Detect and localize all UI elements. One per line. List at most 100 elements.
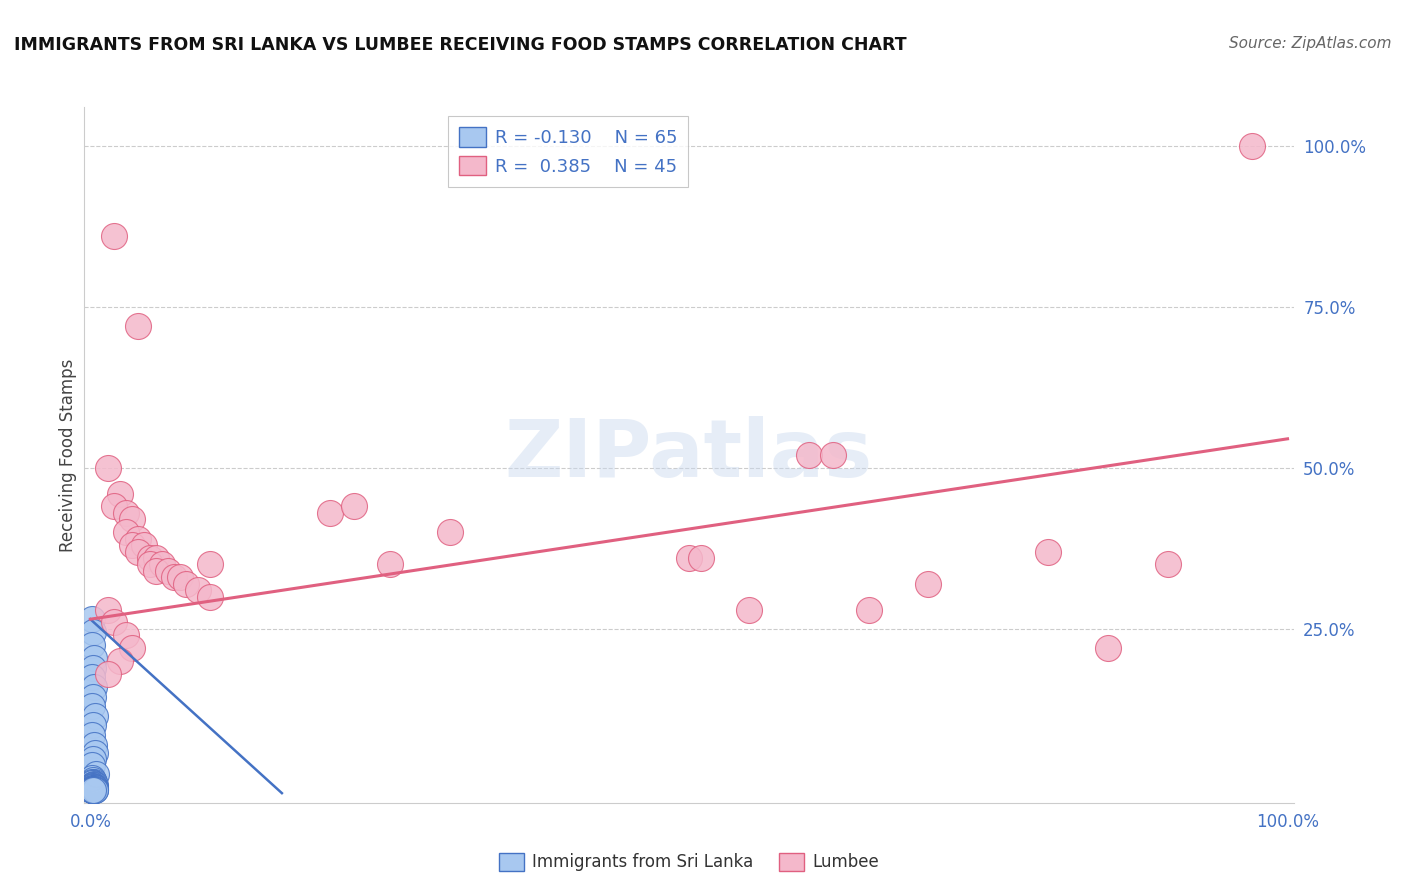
Point <box>82 783 104 797</box>
Point <box>83 781 105 796</box>
Point <box>82 625 104 640</box>
Point <box>80 779 103 793</box>
Point <box>738 602 761 616</box>
Point <box>121 538 143 552</box>
Point <box>80 783 103 797</box>
Point <box>84 782 107 797</box>
Point <box>80 783 103 797</box>
Text: ZIPatlas: ZIPatlas <box>505 416 873 494</box>
Point <box>157 564 180 578</box>
Point <box>82 718 104 732</box>
Point <box>127 532 149 546</box>
Point <box>110 486 132 500</box>
Point <box>83 783 105 797</box>
Point <box>80 780 103 795</box>
Point <box>82 783 104 797</box>
Point <box>82 780 104 795</box>
Point <box>83 783 105 797</box>
Point <box>82 783 104 797</box>
Point <box>82 778 104 793</box>
Point <box>84 708 107 723</box>
Point <box>103 228 125 243</box>
Point <box>169 570 191 584</box>
Point <box>439 525 461 540</box>
Point <box>80 670 103 684</box>
Point <box>83 780 105 795</box>
Point <box>821 448 844 462</box>
Point <box>84 783 107 797</box>
Point <box>319 506 342 520</box>
Point <box>82 780 104 795</box>
Point <box>690 551 713 566</box>
Point <box>678 551 700 566</box>
Point <box>82 782 104 797</box>
Point <box>83 774 105 789</box>
Point <box>84 778 107 793</box>
Point <box>82 660 104 674</box>
Point <box>139 558 162 572</box>
Point <box>97 667 120 681</box>
Point <box>83 680 105 694</box>
Point <box>84 780 107 794</box>
Point <box>917 576 939 591</box>
Point <box>1097 641 1119 656</box>
Point <box>80 782 103 797</box>
Text: Source: ZipAtlas.com: Source: ZipAtlas.com <box>1229 36 1392 51</box>
Point <box>82 773 104 788</box>
Point <box>127 319 149 334</box>
Point <box>84 780 107 795</box>
Point <box>127 544 149 558</box>
Point <box>1036 544 1059 558</box>
Point <box>82 781 104 796</box>
Point <box>80 772 103 786</box>
Point <box>103 500 125 514</box>
Point <box>97 602 120 616</box>
Point <box>80 782 103 797</box>
Point <box>84 746 107 760</box>
Point <box>139 551 162 566</box>
Point <box>83 783 105 797</box>
Point <box>134 538 156 552</box>
Point <box>83 779 105 793</box>
Point <box>198 558 221 572</box>
Point <box>82 776 104 790</box>
Point <box>121 512 143 526</box>
Point <box>83 782 105 797</box>
Point <box>80 638 103 652</box>
Point <box>1240 138 1263 153</box>
Point <box>80 781 103 796</box>
Point <box>97 460 120 475</box>
Point <box>82 782 104 797</box>
Point <box>378 558 401 572</box>
Point <box>84 783 107 797</box>
Point <box>82 752 104 766</box>
Text: IMMIGRANTS FROM SRI LANKA VS LUMBEE RECEIVING FOOD STAMPS CORRELATION CHART: IMMIGRANTS FROM SRI LANKA VS LUMBEE RECE… <box>14 36 907 54</box>
Point <box>80 775 103 789</box>
Point <box>80 780 103 794</box>
Point <box>115 525 138 540</box>
Point <box>80 778 103 792</box>
Point <box>83 738 105 752</box>
Point <box>103 615 125 630</box>
Point <box>121 641 143 656</box>
Point <box>80 780 103 795</box>
Point <box>80 783 103 797</box>
Point <box>80 758 103 772</box>
Point <box>115 506 138 520</box>
Point <box>174 576 197 591</box>
Point <box>797 448 820 462</box>
Y-axis label: Receiving Food Stamps: Receiving Food Stamps <box>59 359 77 551</box>
Point <box>343 500 366 514</box>
Point <box>82 778 104 792</box>
Point <box>86 767 108 781</box>
Point <box>187 583 209 598</box>
Legend: Immigrants from Sri Lanka, Lumbee: Immigrants from Sri Lanka, Lumbee <box>492 846 886 878</box>
Point <box>163 570 186 584</box>
Point <box>80 783 103 797</box>
Point <box>858 602 880 616</box>
Point <box>110 654 132 668</box>
Point <box>83 780 105 795</box>
Point <box>198 590 221 604</box>
Point <box>80 781 103 796</box>
Point <box>115 628 138 642</box>
